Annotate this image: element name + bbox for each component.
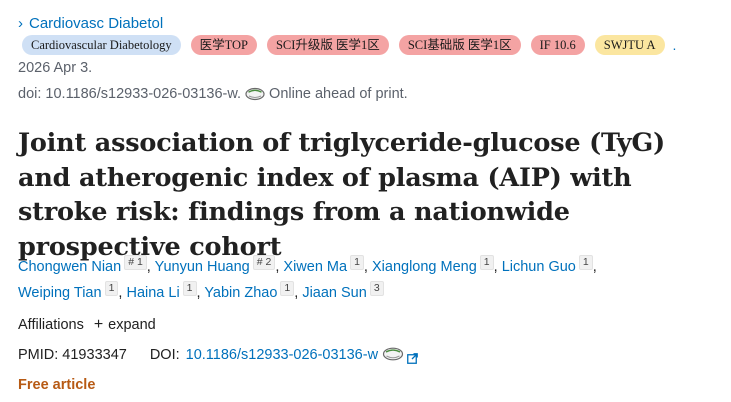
- journal-row: › Cardiovasc Diabetol: [18, 13, 163, 33]
- badge-med-top[interactable]: 医学TOP: [190, 35, 257, 55]
- badge-impact-factor[interactable]: IF 10.6: [530, 35, 585, 55]
- plus-icon[interactable]: +: [93, 316, 104, 333]
- journal-badges: Cardiovascular Diabetology 医学TOP SCI升级版 …: [22, 35, 676, 55]
- author-link[interactable]: Haina Li: [126, 285, 180, 301]
- email-icon[interactable]: [245, 87, 265, 101]
- free-article-label: Free article: [18, 377, 96, 393]
- author-sup[interactable]: 1: [280, 281, 295, 296]
- email-icon[interactable]: [382, 347, 404, 363]
- doi-line: doi: 10.1186/s12933-026-03136-w. Online …: [18, 86, 408, 102]
- expand-button[interactable]: expand: [108, 317, 156, 333]
- author-sup[interactable]: 1: [578, 255, 593, 270]
- author-link[interactable]: Jiaan Sun: [302, 285, 367, 301]
- author-link[interactable]: Chongwen Nian: [18, 259, 122, 275]
- badge-swjtu[interactable]: SWJTU A: [594, 35, 665, 55]
- publication-date: 2026 Apr 3.: [18, 60, 93, 76]
- author-sup[interactable]: # 2: [252, 255, 276, 270]
- journal-link[interactable]: Cardiovasc Diabetol: [29, 14, 164, 32]
- author-sup[interactable]: 1: [350, 255, 364, 270]
- article-title: Joint association of triglyceride-glucos…: [18, 128, 665, 262]
- badge-sci-basic[interactable]: SCI基础版 医学1区: [398, 35, 521, 55]
- online-status: Online ahead of print.: [269, 86, 408, 102]
- author-link[interactable]: Yabin Zhao: [204, 285, 278, 301]
- affiliations-label: Affiliations: [18, 317, 84, 333]
- author-link[interactable]: Xiwen Ma: [283, 259, 348, 275]
- badge-journal[interactable]: Cardiovascular Diabetology: [22, 35, 181, 55]
- badges-trailing-dot: .: [672, 37, 677, 53]
- author-link[interactable]: Weiping Tian: [18, 285, 102, 301]
- doi-link[interactable]: 10.1186/s12933-026-03136-w: [185, 347, 379, 363]
- badge-sci-upgrade[interactable]: SCI升级版 医学1区: [266, 35, 389, 55]
- author-sup[interactable]: # 1: [124, 255, 147, 270]
- pmid: PMID: 41933347: [18, 347, 127, 363]
- author-sup[interactable]: 1: [104, 281, 119, 296]
- chevron-right-icon: ›: [18, 14, 23, 32]
- author-link[interactable]: Yunyun Huang: [154, 259, 250, 275]
- author-list: Chongwen Nian # 1, Yunyun Huang # 2, Xiwen…: [18, 255, 597, 301]
- author-link[interactable]: Lichun Guo: [501, 259, 576, 275]
- doi-text: doi: 10.1186/s12933-026-03136-w.: [18, 86, 242, 102]
- author-sup[interactable]: 3: [369, 281, 384, 296]
- author-sup[interactable]: 1: [479, 255, 494, 270]
- external-link-icon[interactable]: [407, 352, 418, 364]
- author-sup[interactable]: 1: [182, 281, 197, 296]
- affiliations-row: Affiliations + expand: [18, 316, 156, 334]
- identifiers-row: PMID: 41933347 DOI: 10.1186/s12933-026-0…: [18, 347, 418, 364]
- doi-label: DOI:: [149, 347, 180, 363]
- author-link[interactable]: Xianglong Meng: [371, 259, 477, 275]
